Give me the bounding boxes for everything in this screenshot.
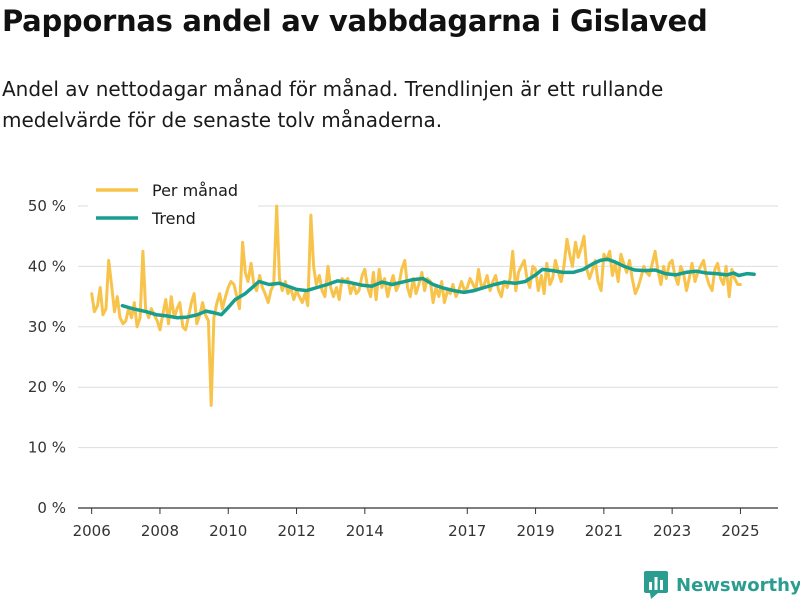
x-tick-label: 2017	[448, 522, 486, 540]
x-tick-label: 2012	[277, 522, 315, 540]
x-tick-label: 2014	[346, 522, 384, 540]
brand-name: Newsworthy	[676, 574, 800, 596]
y-tick-label: 0 %	[37, 499, 66, 517]
x-tick-label: 2008	[141, 522, 179, 540]
y-tick-label: 20 %	[28, 378, 66, 396]
y-tick-label: 30 %	[28, 318, 66, 336]
x-tick-label: 2023	[653, 522, 691, 540]
x-tick-label: 2025	[721, 522, 759, 540]
series-line-trend	[120, 257, 756, 320]
chart-axes: 0 % 10 % 20 % 30 % 40 % 50 % 2006 2008 2010 2012 2…	[28, 197, 778, 540]
legend-background	[88, 176, 258, 234]
x-tick-label: 2006	[73, 522, 111, 540]
chart-title: Pappornas andel av vabbdagarna i Gislave…	[2, 4, 708, 38]
series-line-per-manad	[90, 204, 742, 407]
y-tick-label: 50 %	[28, 197, 66, 215]
newsworthy-brand[interactable]: Newsworthy	[644, 570, 800, 600]
legend-label: Trend	[151, 209, 196, 228]
x-tick-label: 2010	[209, 522, 247, 540]
x-tick-label: 2021	[585, 522, 623, 540]
y-tick-label: 10 %	[28, 439, 66, 457]
chart-subtitle: Andel av nettodagar månad för månad. Tre…	[2, 77, 664, 132]
legend-label: Per månad	[152, 181, 238, 200]
y-tick-label: 40 %	[28, 257, 66, 275]
series-lines	[90, 204, 756, 407]
chart-legend: Per månad Trend	[88, 176, 258, 234]
x-tick-label: 2019	[516, 522, 554, 540]
bar-chart-logo-icon	[644, 571, 668, 599]
